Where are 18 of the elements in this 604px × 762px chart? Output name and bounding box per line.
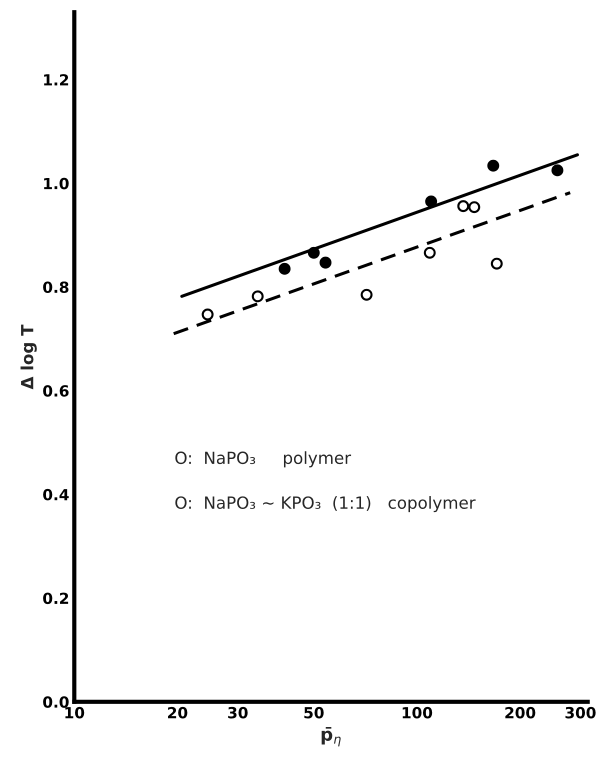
x-tick-label: 50: [304, 706, 324, 718]
y-tick-label: 1.2: [44, 74, 68, 86]
y-axis-title: Δ log T: [20, 324, 37, 390]
annotation: O: NaPO₃ ~ KPO₃ (1:1) copolymer: [175, 496, 476, 512]
y-tick-label: 0.2: [43, 592, 68, 604]
x-tick-label: 30: [228, 706, 248, 718]
y-tick-label: 0.8: [43, 281, 68, 294]
y-tick-label: 0.6: [43, 385, 69, 397]
x-tick-label: 100: [402, 706, 432, 718]
x-tick-label: 10: [65, 706, 84, 718]
y-tick-label: 1.0: [44, 178, 69, 190]
x-tick-label: 20: [168, 706, 188, 718]
x-tick-label: 300: [566, 706, 596, 718]
y-tick-label: 0.0: [43, 696, 69, 708]
x-tick-label: 200: [505, 706, 536, 718]
annotation: O: NaPO₃ polymer: [175, 451, 352, 468]
y-tick-label: 0.4: [43, 488, 69, 500]
x-axis-title: p̄$_{η}$: [322, 727, 341, 746]
